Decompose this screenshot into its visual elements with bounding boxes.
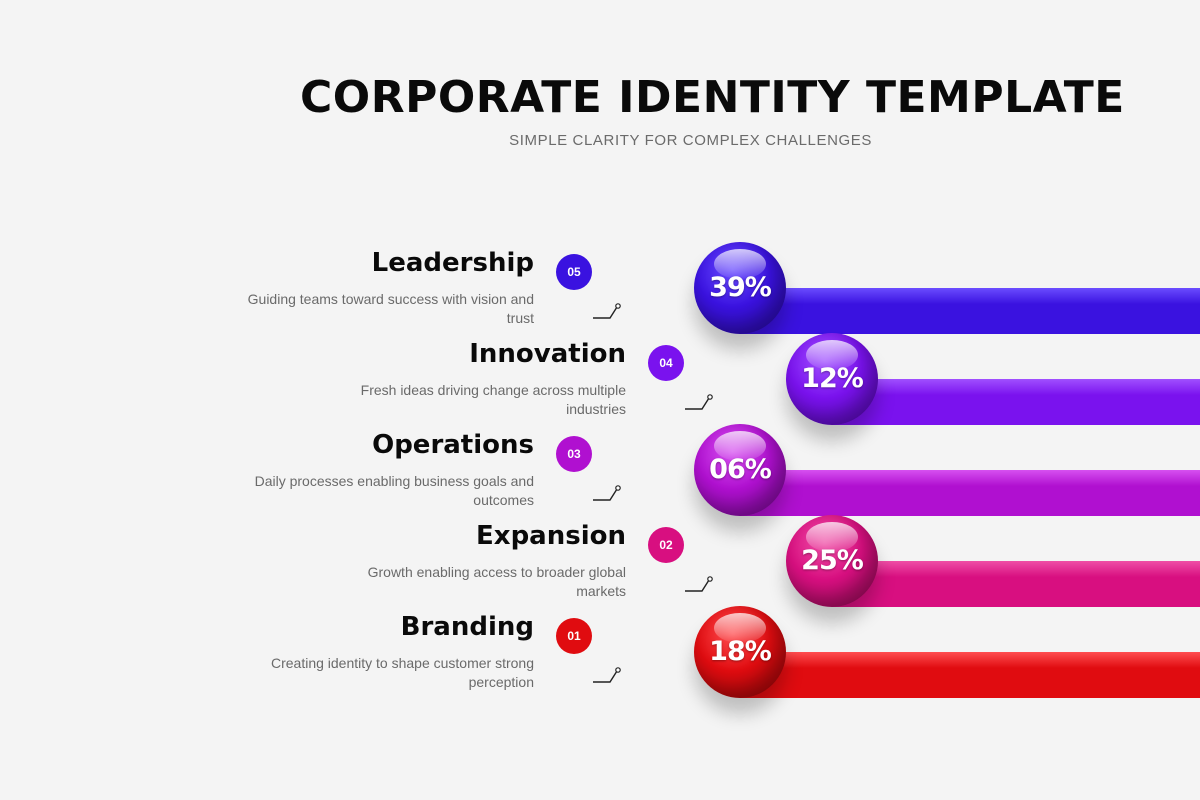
item-heading: Innovation [469, 339, 626, 369]
item-description: Daily processes enabling business goals … [254, 473, 534, 508]
connector-line-icon [593, 667, 621, 683]
item-bar [832, 561, 1200, 607]
percentage-label: 25% [801, 545, 864, 576]
percentage-sphere: 39% [694, 242, 786, 334]
item-bar [740, 652, 1200, 698]
step-number-badge: 01 [556, 618, 592, 654]
item-text-block: Operations Daily processes enabling busin… [174, 426, 534, 516]
percentage-label: 18% [709, 636, 772, 667]
item-description: Creating identity to shape customer stro… [270, 655, 534, 690]
item-heading: Branding [400, 612, 534, 642]
percentage-sphere: 06% [694, 424, 786, 516]
item-row: Operations Daily processes enabling busin… [0, 424, 1200, 526]
connector-line-icon [593, 303, 621, 319]
sphere-highlight [714, 613, 766, 643]
item-bar [832, 379, 1200, 425]
sphere-highlight [714, 431, 766, 461]
item-text-block: Expansion Growth enabling access to broad… [266, 517, 626, 607]
item-text-block: Branding Creating identity to shape custo… [174, 608, 534, 698]
item-heading: Leadership [371, 248, 534, 278]
percentage-sphere: 25% [786, 515, 878, 607]
item-row: Innovation Fresh ideas driving change acr… [0, 333, 1200, 435]
item-row: Branding Creating identity to shape custo… [0, 606, 1200, 708]
connector-line-icon [685, 576, 713, 592]
page-subtitle: SIMPLE CLARITY FOR COMPLEX CHALLENGES [509, 132, 872, 149]
item-description: Growth enabling access to broader global… [367, 564, 626, 599]
item-description: Fresh ideas driving change across multip… [360, 382, 626, 417]
page-title: CORPORATE IDENTITY TEMPLATE [300, 72, 1125, 123]
item-heading: Operations [372, 430, 534, 460]
item-text-block: Leadership Guiding teams toward success w… [174, 244, 534, 334]
percentage-label: 39% [709, 272, 772, 303]
percentage-sphere: 12% [786, 333, 878, 425]
item-description: Guiding teams toward success with vision… [247, 291, 534, 326]
step-number-badge: 02 [648, 527, 684, 563]
sphere-highlight [714, 249, 766, 279]
connector-line-icon [593, 485, 621, 501]
sphere-highlight [806, 522, 858, 552]
step-number-badge: 04 [648, 345, 684, 381]
item-bar [740, 288, 1200, 334]
percentage-sphere: 18% [694, 606, 786, 698]
percentage-label: 12% [801, 363, 864, 394]
item-bar [740, 470, 1200, 516]
step-number-badge: 05 [556, 254, 592, 290]
sphere-highlight [806, 340, 858, 370]
step-number-badge: 03 [556, 436, 592, 472]
percentage-label: 06% [709, 454, 772, 485]
item-row: Leadership Guiding teams toward success w… [0, 242, 1200, 344]
item-heading: Expansion [476, 521, 626, 551]
item-text-block: Innovation Fresh ideas driving change acr… [266, 335, 626, 425]
item-row: Expansion Growth enabling access to broad… [0, 515, 1200, 617]
connector-line-icon [685, 394, 713, 410]
